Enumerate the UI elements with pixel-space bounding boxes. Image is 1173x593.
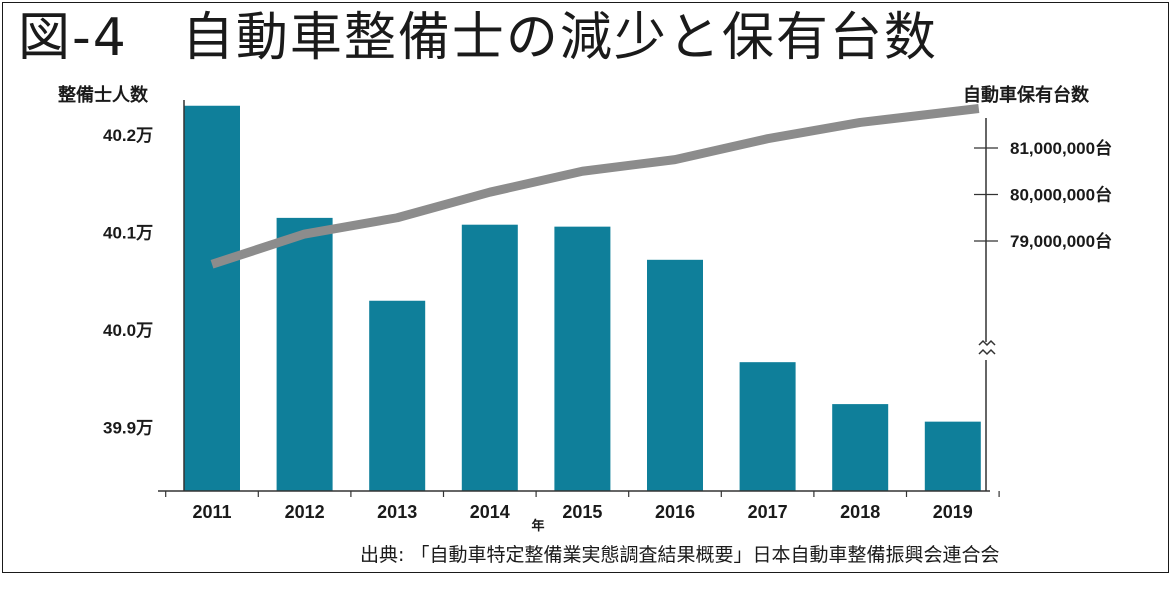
left-tick-label: 39.9万 xyxy=(103,419,153,438)
right-tick-label: 80,000,000台 xyxy=(1010,185,1112,205)
bar-2018 xyxy=(832,404,889,491)
right-tick-label: 81,000,000台 xyxy=(1010,138,1112,158)
right-tick-label: 79,000,000台 xyxy=(1010,231,1112,251)
x-tick-label: 2014 xyxy=(470,502,510,522)
bar-2013 xyxy=(369,300,426,491)
x-tick-label: 2013 xyxy=(377,502,417,522)
x-tick-label: 2018 xyxy=(840,502,880,522)
bar-2011 xyxy=(184,105,240,491)
bar-2019 xyxy=(924,421,981,491)
left-tick-label: 40.2万 xyxy=(103,126,153,145)
x-tick-label: 2015 xyxy=(562,502,602,522)
x-axis-title: 年 xyxy=(531,518,544,533)
source-note: 出典: 「自動車特定整備業実態調査結果概要」日本自動車整備振興会連合会 xyxy=(360,544,1000,566)
bar-2017 xyxy=(739,362,796,491)
bar-2015 xyxy=(554,226,611,491)
bar-2012 xyxy=(276,217,333,491)
x-tick-label: 2011 xyxy=(192,502,231,522)
right-axis-title: 自動車保有台数 xyxy=(963,84,1090,105)
left-tick-label: 40.0万 xyxy=(103,321,153,340)
x-tick-label: 2012 xyxy=(285,502,325,522)
axis-break-mark xyxy=(978,339,996,347)
left-axis-title: 整備士人数 xyxy=(57,84,149,105)
chart-title: 図-4 自動車整備士の減少と保有台数 xyxy=(18,8,938,68)
bar-2016 xyxy=(647,259,703,491)
left-tick-label: 40.1万 xyxy=(103,224,153,243)
bar-2014 xyxy=(461,224,518,491)
x-tick-label: 2019 xyxy=(933,502,973,522)
axis-break-mark xyxy=(978,348,996,356)
x-tick-label: 2016 xyxy=(655,502,695,522)
x-tick-label: 2017 xyxy=(748,502,788,522)
